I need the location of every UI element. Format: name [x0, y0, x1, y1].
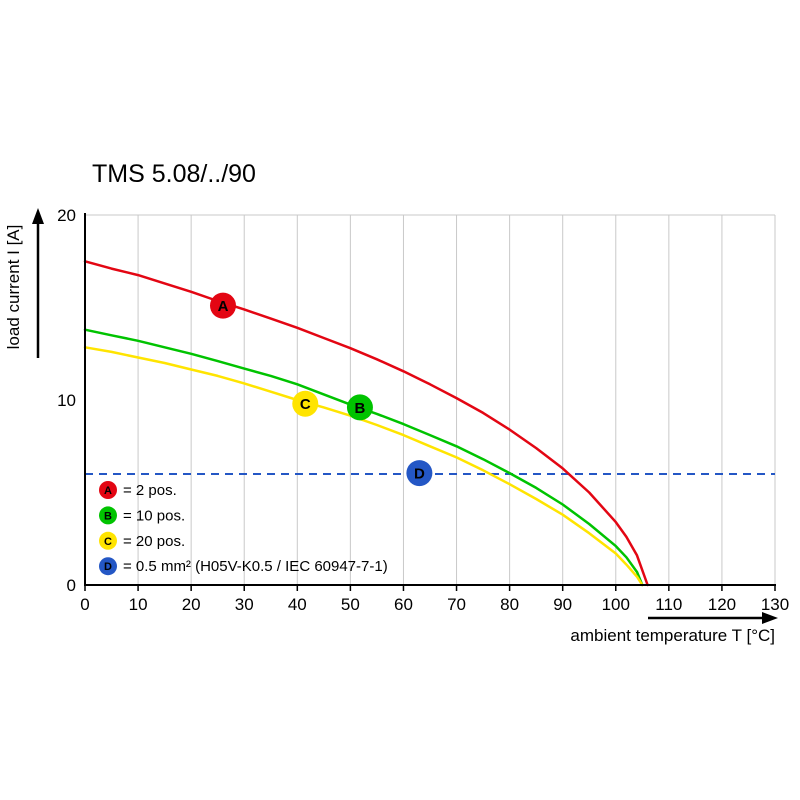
marker-c-icon [292, 390, 319, 417]
x-tick-label: 130 [761, 595, 789, 614]
marker-d-letter: D [414, 466, 425, 483]
x-tick-label: 70 [447, 595, 466, 614]
marker-d-icon [406, 460, 433, 487]
x-tick-label: 40 [288, 595, 307, 614]
y-tick-label: 20 [57, 206, 76, 225]
curve-c [83, 346, 644, 587]
x-tick-label: 30 [235, 595, 254, 614]
x-tick-label: 100 [602, 595, 630, 614]
y-tick-label: 0 [67, 576, 76, 595]
chart-title: TMS 5.08/../90 [92, 160, 256, 188]
legend-swatch-a-icon [99, 481, 117, 499]
y-axis-arrowhead-icon [32, 208, 44, 224]
x-tick-label: 110 [655, 595, 682, 614]
x-tick-label: 60 [394, 595, 413, 614]
marker-a-icon [210, 292, 236, 319]
x-tick-label: 50 [341, 595, 360, 614]
y-axis-label: load current I [A] [4, 225, 23, 350]
legend-swatch-b-icon [99, 506, 117, 525]
marker-b-letter: B [355, 400, 366, 417]
legend-label-a: = 2 pos. [123, 482, 177, 499]
legend-swatch-d-icon [99, 557, 117, 576]
marker-b-icon [346, 394, 373, 421]
legend-label-d: = 0.5 mm² (H05V-K0.5 / IEC 60947-7-1) [123, 558, 388, 575]
x-axis-arrowhead-icon [762, 612, 778, 624]
x-tick-label: 80 [500, 595, 519, 614]
x-axis-label: ambient temperature T [°C] [570, 626, 775, 645]
legend-label-b: = 10 pos. [123, 507, 185, 524]
x-tick-label: 0 [80, 595, 89, 614]
legend-letter-d: D [104, 561, 112, 573]
legend-letter-a: A [104, 485, 112, 497]
legend-label-c: = 20 pos. [123, 533, 185, 550]
legend-letter-c: C [104, 536, 112, 548]
x-tick-label: 20 [182, 595, 201, 614]
x-tick-label: 120 [708, 595, 736, 614]
curve-b [83, 328, 644, 587]
curve-a [83, 260, 649, 587]
marker-a-letter: A [218, 298, 229, 315]
x-tick-label: 90 [553, 595, 572, 614]
x-tick-label: 10 [129, 595, 148, 614]
legend-letter-b: B [104, 510, 112, 522]
legend-swatch-c-icon [99, 531, 117, 550]
y-tick-label: 10 [57, 391, 76, 410]
marker-c-letter: C [300, 396, 311, 413]
